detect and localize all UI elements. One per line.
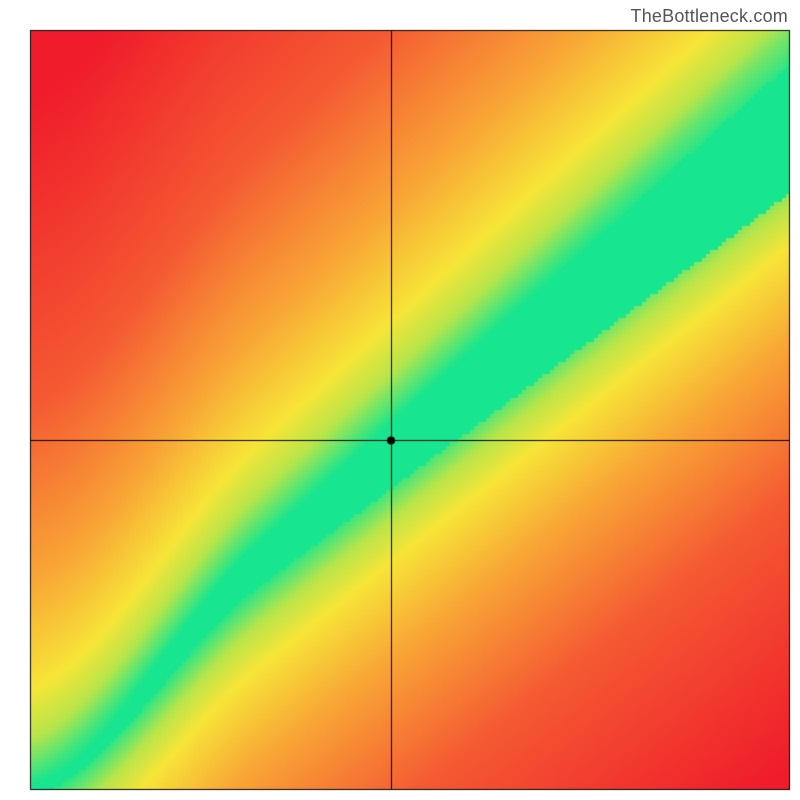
bottleneck-heatmap bbox=[0, 0, 800, 800]
